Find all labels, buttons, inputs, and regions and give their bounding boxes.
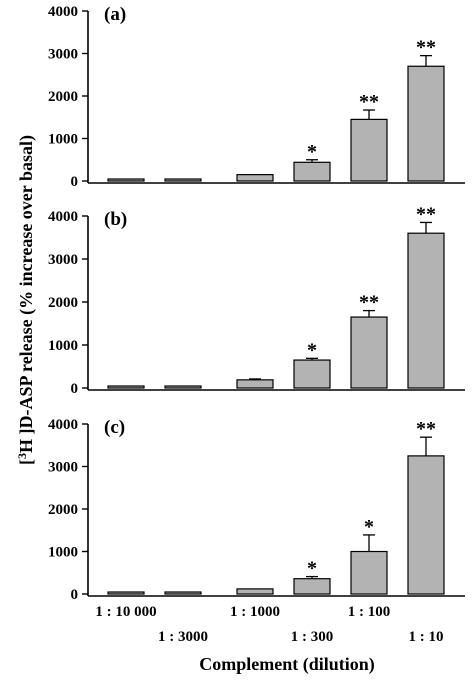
y-axis-title: [3H ]D-ASP release (% increase over basa…	[15, 135, 37, 465]
y-tick-label: 1000	[48, 338, 78, 354]
significance-marker: **	[359, 91, 379, 113]
significance-marker: *	[307, 141, 317, 163]
y-axis-title-superscript: 3	[15, 453, 29, 459]
y-tick-label: 3000	[48, 460, 78, 476]
significance-marker: *	[307, 339, 317, 361]
panel-label: (a)	[104, 4, 126, 25]
y-tick-label: 1000	[48, 132, 78, 148]
y-tick-label: 0	[71, 174, 79, 190]
y-axis-title-pre: [	[16, 459, 36, 465]
y-tick-label: 4000	[48, 417, 78, 433]
bar	[293, 578, 331, 595]
bar	[350, 118, 388, 182]
significance-marker: *	[364, 516, 374, 538]
y-tick-label: 3000	[48, 252, 78, 268]
bar	[236, 174, 274, 182]
y-tick-label: 3000	[48, 47, 78, 63]
y-tick-label: 4000	[48, 4, 78, 20]
panel-label: (c)	[104, 417, 125, 438]
y-tick-label: 2000	[48, 502, 78, 518]
bar	[350, 550, 388, 595]
x-category-label: 1 : 1000	[230, 604, 280, 620]
y-tick-label: 1000	[48, 545, 78, 561]
bar	[107, 385, 145, 389]
bar	[407, 455, 445, 595]
bar	[293, 161, 331, 182]
significance-marker: *	[307, 558, 317, 580]
y-tick-label: 0	[71, 381, 79, 397]
x-category-label: 1 : 10 000	[95, 604, 156, 620]
y-tick-label: 2000	[48, 89, 78, 105]
significance-marker: **	[416, 203, 436, 225]
bar	[350, 316, 388, 389]
bar	[236, 588, 274, 595]
bar	[164, 591, 202, 595]
y-tick-label: 2000	[48, 295, 78, 311]
x-axis-title: Complement (dilution)	[199, 654, 375, 675]
bar	[407, 65, 445, 182]
y-axis-title-post: H ]D-ASP release (% increase over basal)	[16, 135, 37, 453]
y-tick-label: 0	[71, 587, 79, 603]
x-category-label: 1 : 3000	[158, 629, 208, 645]
bar	[236, 379, 274, 389]
bar	[107, 591, 145, 595]
y-tick-label: 4000	[48, 209, 78, 225]
bar	[293, 359, 331, 389]
bar	[107, 178, 145, 182]
x-category-label: 1 : 300	[291, 629, 334, 645]
bar	[164, 385, 202, 389]
x-category-label: 1 : 100	[348, 604, 391, 620]
x-category-label: 1 : 10	[409, 629, 444, 645]
significance-marker: **	[416, 418, 436, 440]
bar	[164, 178, 202, 182]
significance-marker: **	[416, 37, 436, 59]
significance-marker: **	[359, 292, 379, 314]
panel-label: (b)	[104, 209, 127, 230]
bar	[407, 232, 445, 389]
